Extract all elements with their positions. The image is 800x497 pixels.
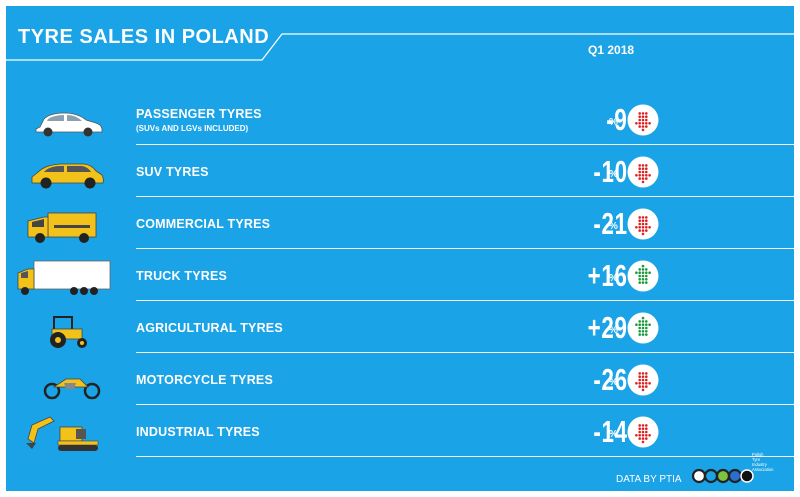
- category-name: TRUCK TYRES: [136, 269, 228, 283]
- ptia-logo-icon: [691, 468, 754, 484]
- category-label: SUV TYRES: [136, 149, 209, 195]
- list-item: COMMERCIAL TYRES -21 %: [6, 201, 794, 253]
- period-label: Q1 2018: [588, 43, 635, 57]
- category-name: COMMERCIAL TYRES: [136, 217, 271, 231]
- page-title: TYRE SALES IN POLAND: [18, 26, 270, 48]
- arrow-up-icon: [626, 259, 660, 293]
- category-label: INDUSTRIAL TYRES: [136, 409, 260, 455]
- arrow-up-icon: [626, 311, 660, 345]
- row-divider: [136, 456, 794, 457]
- motorcycle-icon: [14, 361, 114, 403]
- category-name: SUV TYRES: [136, 165, 209, 179]
- row-divider: [136, 404, 794, 405]
- row-divider: [136, 352, 794, 353]
- list-item: INDUSTRIAL TYRES -14 %: [6, 409, 794, 461]
- row-divider: [136, 196, 794, 197]
- row-divider: [136, 300, 794, 301]
- percent-unit: %: [609, 429, 618, 440]
- category-name: PASSENGER TYRES: [136, 107, 262, 121]
- category-label: COMMERCIAL TYRES: [136, 201, 270, 247]
- suv-icon: [14, 153, 114, 195]
- row-divider: [136, 144, 794, 145]
- arrow-down-icon: [626, 363, 660, 397]
- percent-unit: %: [609, 117, 618, 128]
- change-value: -10: [593, 154, 628, 189]
- change-value: -14: [593, 414, 628, 449]
- van-icon: [14, 205, 114, 247]
- change-value: -9: [606, 102, 628, 137]
- category-name: MOTORCYCLE TYRES: [136, 373, 274, 387]
- category-name: AGRICULTURAL TYRES: [136, 321, 283, 335]
- change-value: +29: [587, 310, 628, 345]
- percent-unit: %: [609, 273, 618, 284]
- title-underline: [6, 33, 794, 61]
- category-label: MOTORCYCLE TYRES: [136, 357, 273, 403]
- arrow-down-icon: [626, 207, 660, 241]
- percent-unit: %: [609, 221, 618, 232]
- excavator-icon: [14, 413, 114, 455]
- arrow-down-icon: [626, 103, 660, 137]
- percent-unit: %: [609, 325, 618, 336]
- category-label: AGRICULTURAL TYRES: [136, 305, 283, 351]
- title-bar: TYRE SALES IN POLAND: [6, 24, 794, 64]
- percent-unit: %: [609, 377, 618, 388]
- category-name: INDUSTRIAL TYRES: [136, 425, 260, 439]
- ptia-logo-text: Polish Tyre Industry Association: [752, 452, 774, 472]
- percent-unit: %: [609, 169, 618, 180]
- truck-icon: [14, 257, 114, 299]
- row-divider: [136, 248, 794, 249]
- list-item: MOTORCYCLE TYRES -26 %: [6, 357, 794, 409]
- list-item: PASSENGER TYRES (SUVs AND LGVs INCLUDED)…: [6, 97, 794, 149]
- category-label: TRUCK TYRES: [136, 253, 227, 299]
- list-item: AGRICULTURAL TYRES +29 %: [6, 305, 794, 357]
- arrow-down-icon: [626, 415, 660, 449]
- tractor-icon: [14, 309, 114, 351]
- list-item: TRUCK TYRES +16 %: [6, 253, 794, 305]
- change-value: -26: [593, 362, 628, 397]
- category-label: PASSENGER TYRES (SUVs AND LGVs INCLUDED): [136, 97, 262, 143]
- data-source: DATA BY PTIA: [616, 474, 682, 485]
- passenger-car-icon: [14, 101, 114, 143]
- list-item: SUV TYRES -10 %: [6, 149, 794, 201]
- change-value: +16: [587, 258, 628, 293]
- infographic-panel: TYRE SALES IN POLAND Q1 2018 PASSENGER T…: [6, 6, 794, 491]
- arrow-down-icon: [626, 155, 660, 189]
- category-note: (SUVs AND LGVs INCLUDED): [136, 124, 249, 133]
- change-value: -21: [593, 206, 628, 241]
